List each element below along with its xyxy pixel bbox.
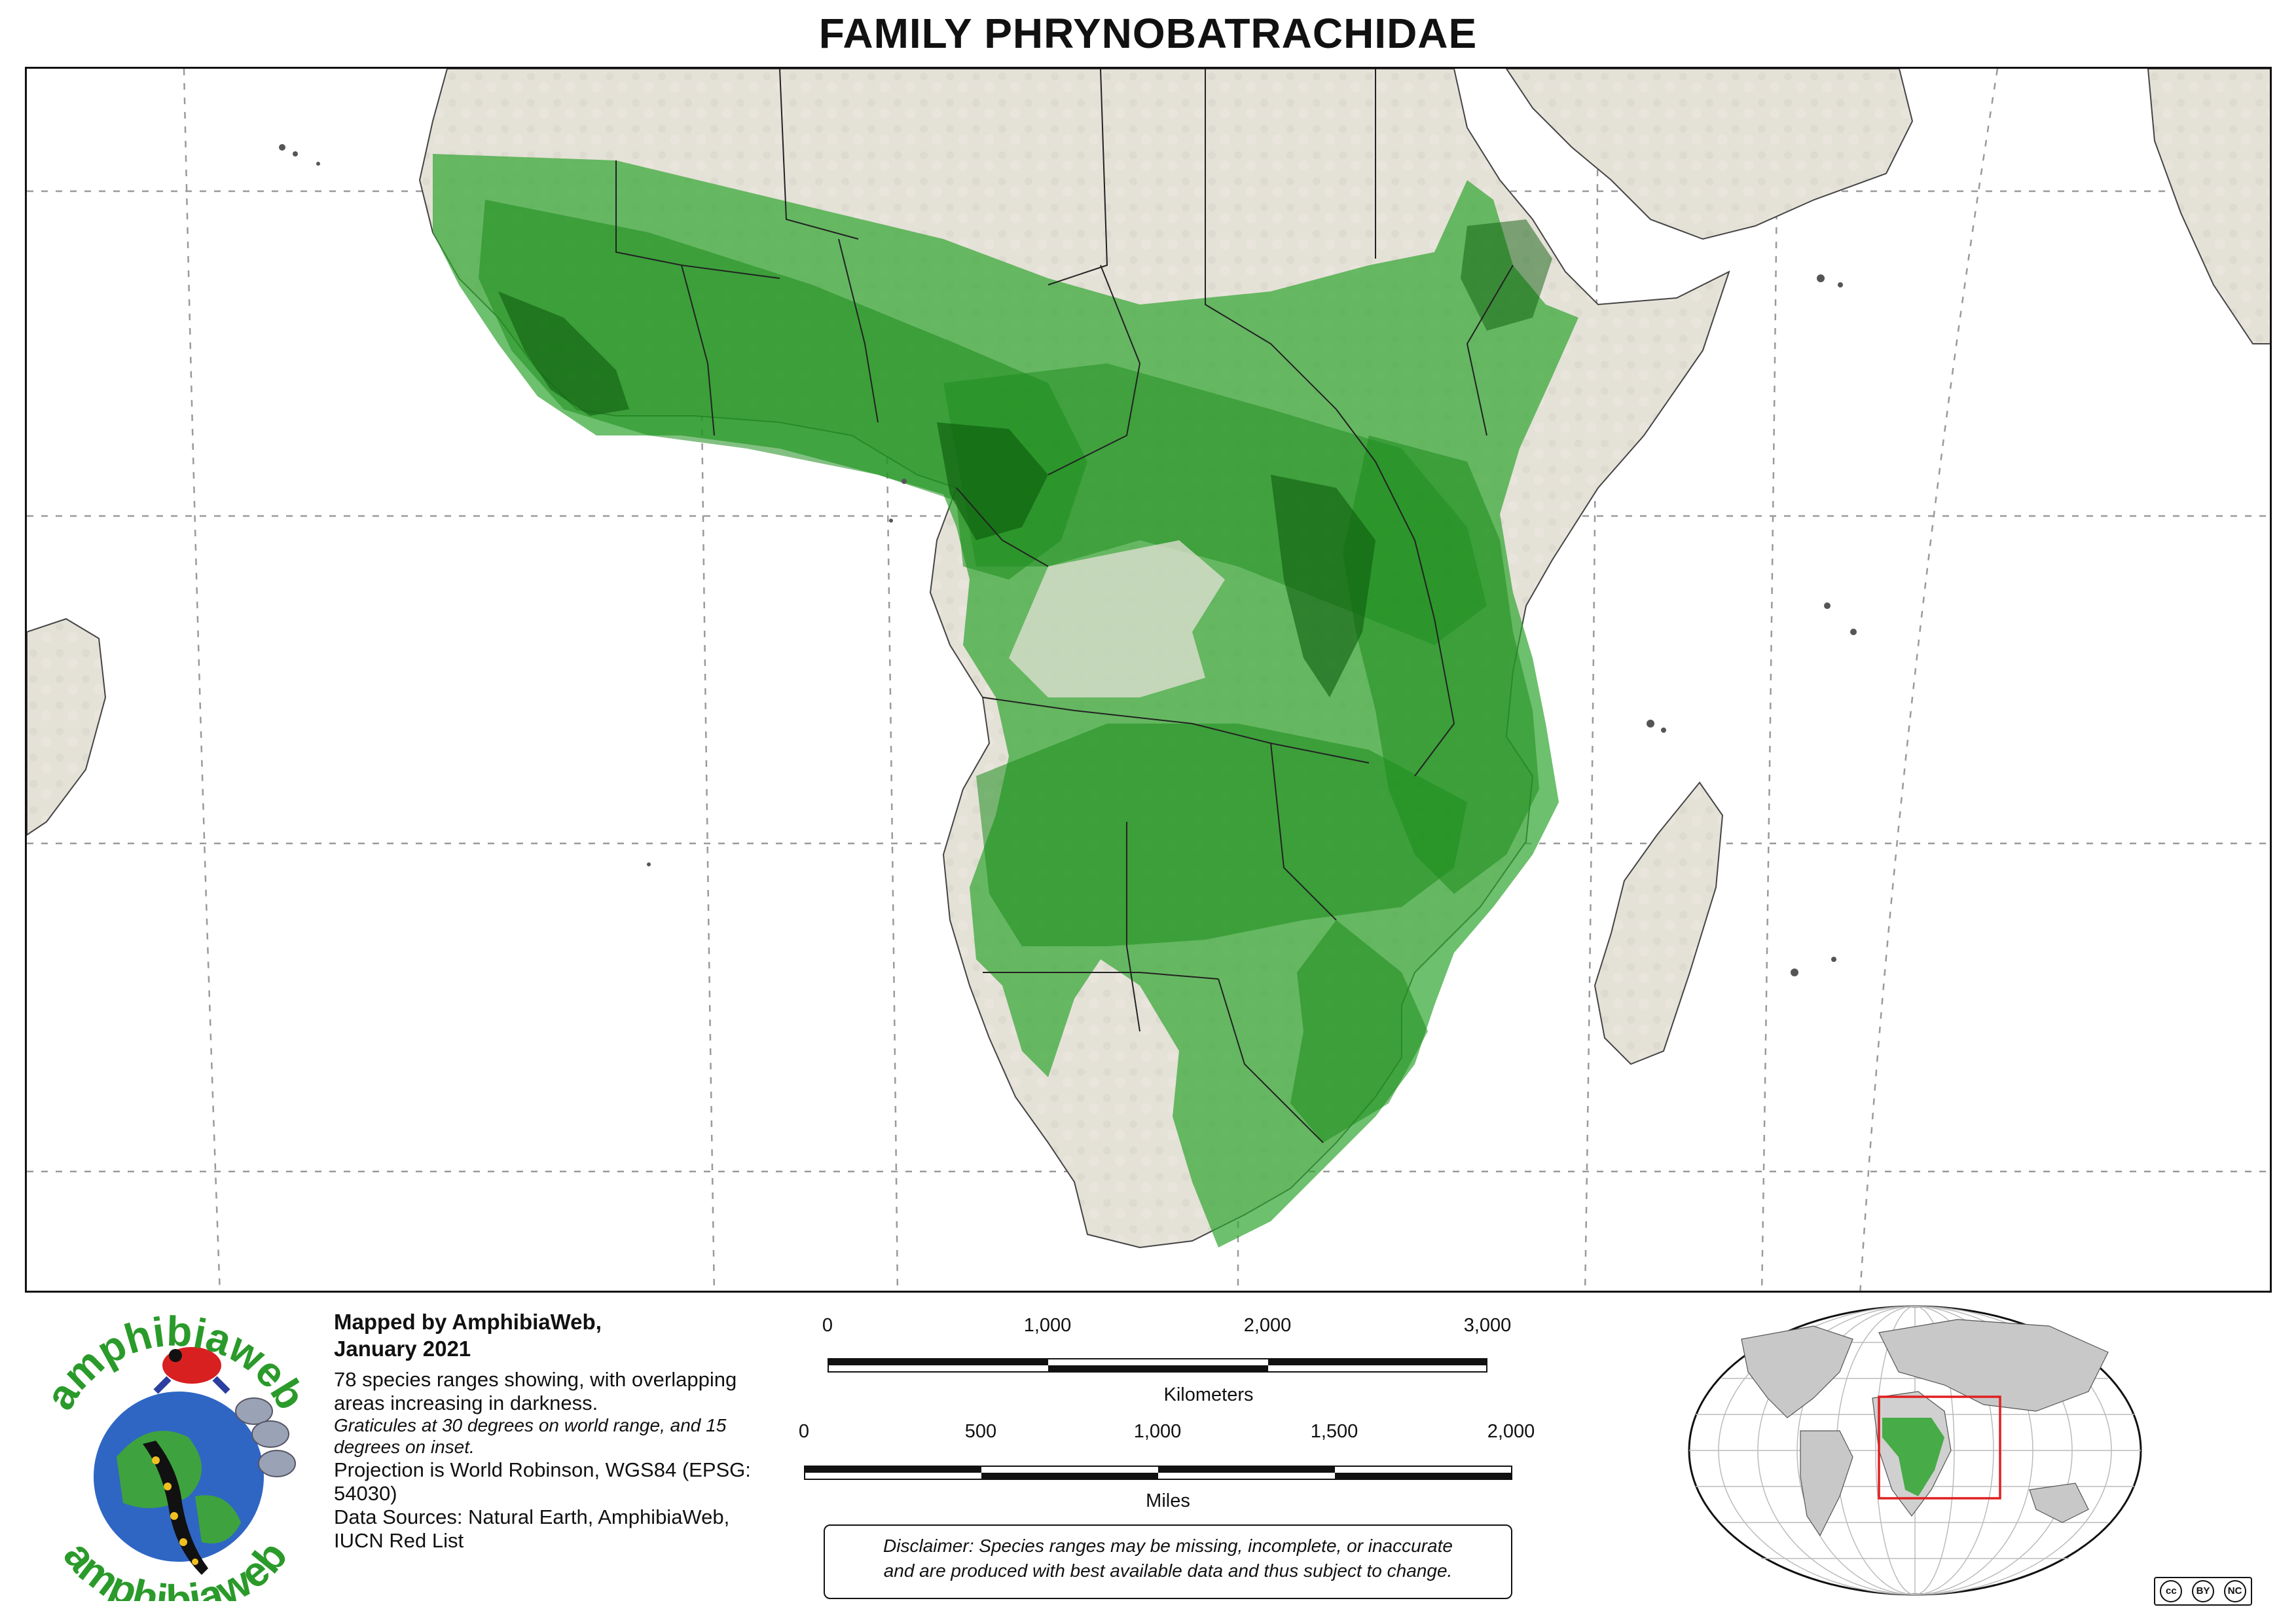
range-mozambique [1290,920,1428,1143]
species-description: 78 species ranges showing, with overlapp… [334,1367,737,1414]
cc-license-badge[interactable]: cc BY NC [2154,1577,2252,1606]
disclaimer-line-1: Disclaimer: Species ranges may be missin… [883,1536,1453,1556]
projection-note: Projection is World Robinson, WGS84 (EPS… [334,1458,751,1505]
mi-label-0: 0 [798,1421,810,1442]
graticules [27,69,2270,1291]
range-core-albertine [1271,475,1376,697]
inset-world-map [1683,1300,2147,1601]
mi-label-2000: 2,000 [1487,1421,1535,1442]
map-title: FAMILY PHRYNOBATRACHIDAE [818,10,1478,57]
disclaimer-line-2: and are produced with best available dat… [883,1560,1453,1581]
range-gulf-guinea [479,200,1087,580]
data-sources: Data Sources: Natural Earth, AmphibiaWeb… [334,1505,730,1553]
mi-label-500: 500 [964,1421,997,1442]
tube-icon [235,1397,296,1477]
map-metadata: Mapped by AmphibiaWeb, January 2021 78 s… [334,1308,779,1553]
graticule-note: Graticules at 30 degrees on world range,… [334,1415,727,1457]
credit-line-2: January 2021 [334,1337,471,1361]
map-canvas [27,69,2270,1291]
range-core-cameroon [937,422,1048,540]
credit-line-1: Mapped by AmphibiaWeb, [334,1310,602,1334]
range-southern-africa [976,724,1467,946]
country-borders [615,69,1514,1143]
main-map[interactable] [25,67,2272,1293]
south-america [27,618,107,836]
inset-canvas [1688,1305,2142,1596]
frog-icon [153,1347,230,1394]
salamander-icon [143,1441,208,1575]
km-label-3000: 3,000 [1463,1315,1512,1336]
inset-range [1882,1418,1944,1496]
km-unit-label: Kilometers [1163,1384,1254,1405]
by-icon: BY [2191,1580,2214,1602]
disclaimer-box: Disclaimer: Species ranges may be missin… [824,1524,1512,1599]
arabian-peninsula [1505,69,1914,240]
cc-icon: cc [2160,1580,2183,1602]
scalebar-kilometers: 0 1,000 2,000 3,000 Kilometers [822,1315,1511,1407]
mi-bar [804,1466,1512,1480]
mi-label-1000: 1,000 [1133,1421,1182,1442]
km-label-1000: 1,000 [1023,1315,1072,1336]
mi-label-1500: 1,500 [1310,1421,1358,1442]
logo-graphic: amphibiaweb amphibiaweb [36,1308,315,1624]
range-core-sierra-leone [498,291,629,416]
km-bar [828,1358,1487,1373]
km-label-2000: 2,000 [1243,1315,1292,1336]
scalebar-miles: 0 500 1,000 1,500 2,000 Miles [799,1421,1535,1513]
madagascar [1594,781,1724,1065]
india [2147,69,2270,344]
amphibiaweb-logo: amphibiaweb amphibiaweb [18,1300,319,1624]
inset-extent-box [1878,1395,2001,1500]
mi-unit-label: Miles [1146,1490,1190,1511]
range-core-ethiopia [1461,219,1552,331]
nc-icon: NC [2223,1580,2246,1602]
km-label-0: 0 [822,1315,833,1336]
range-gap-central [1009,540,1225,697]
islands [279,144,1857,976]
